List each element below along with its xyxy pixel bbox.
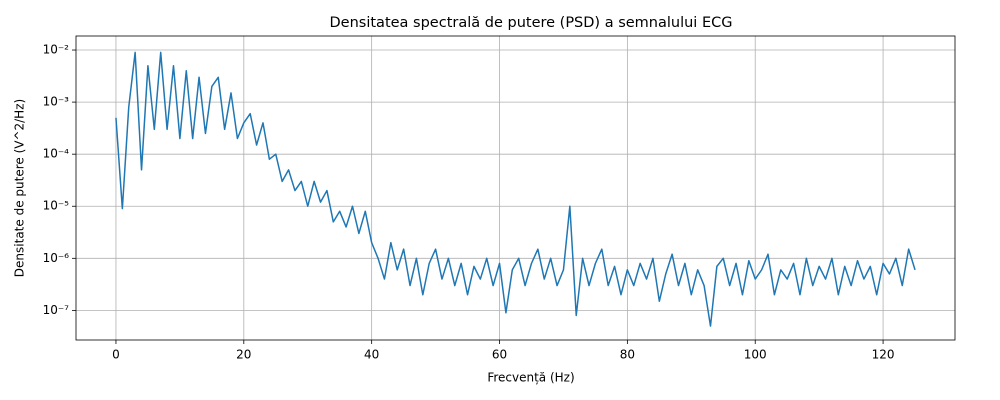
x-tick-label: 20 [236,348,251,362]
x-tick-label: 0 [112,348,120,362]
x-tick-label: 60 [492,348,507,362]
y-tick-label: 10⁻⁵ [43,199,70,213]
chart-title: Densitatea spectrală de putere (PSD) a s… [330,15,733,31]
x-tick-label: 80 [620,348,635,362]
x-tick-label: 100 [744,348,767,362]
x-tick-label: 120 [872,348,895,362]
x-tick-label: 40 [364,348,379,362]
plot-frame [75,35,956,341]
x-axis-label: Frecvență (Hz) [487,371,574,385]
y-tick-label: 10⁻⁶ [43,251,70,265]
series-line [115,51,916,327]
y-tick-label: 10⁻⁴ [43,147,70,161]
y-tick-label: 10⁻⁷ [43,303,70,317]
y-tick-label: 10⁻³ [43,95,70,109]
y-tick-label: 10⁻² [43,43,70,57]
y-axis-label: Densitate de putere (V^2/Hz) [13,99,27,277]
